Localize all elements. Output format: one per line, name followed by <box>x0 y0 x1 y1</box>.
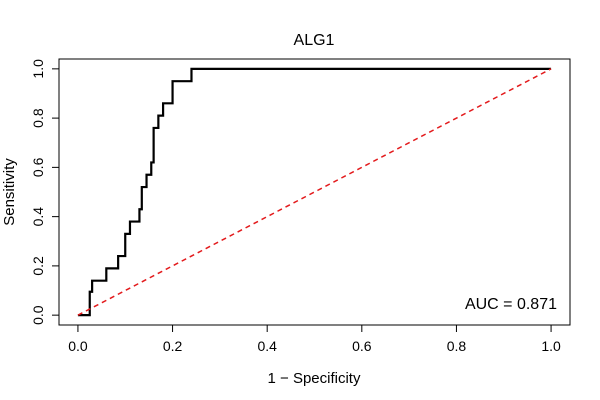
x-tick-label: 0.6 <box>352 338 372 354</box>
chart-title: ALG1 <box>294 32 335 49</box>
y-tick-label: 1.0 <box>30 59 46 79</box>
series-layer <box>77 67 552 317</box>
y-tick-label: 0.6 <box>30 157 46 177</box>
x-tick-label: 0.8 <box>447 338 467 354</box>
x-axis: 0.0 0.2 0.4 0.6 0.8 1.0 <box>68 324 561 354</box>
y-axis: 0.0 0.2 0.4 0.6 0.8 1.0 <box>30 59 60 325</box>
x-tick-label: 0.0 <box>68 338 88 354</box>
y-tick-label: 0.2 <box>30 256 46 276</box>
x-tick-label: 1.0 <box>541 338 561 354</box>
roc-curve-line <box>77 67 552 317</box>
auc-annotation: AUC = 0.871 <box>465 296 557 313</box>
x-axis-label: 1 − Specificity <box>268 370 361 387</box>
x-tick-label: 0.4 <box>257 338 277 354</box>
y-tick-label: 0.0 <box>30 305 46 325</box>
y-tick-label: 0.8 <box>30 108 46 128</box>
y-axis-label: Sensitivity <box>1 158 18 226</box>
reference-diagonal-line <box>77 68 552 316</box>
y-tick-label: 0.4 <box>30 207 46 227</box>
x-tick-label: 0.2 <box>163 338 183 354</box>
